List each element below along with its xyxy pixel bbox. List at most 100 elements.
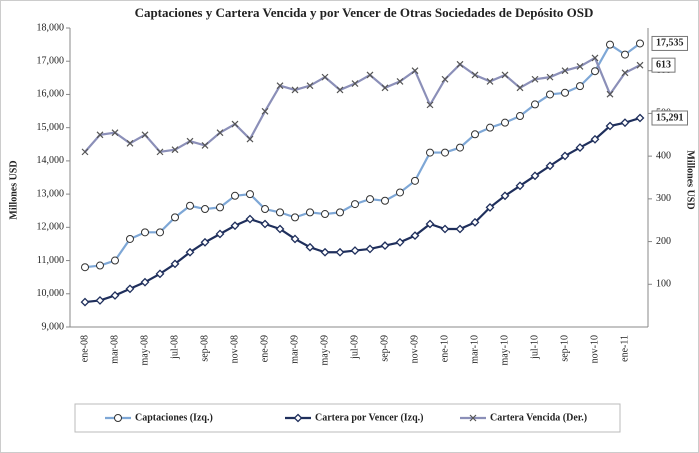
point <box>126 234 134 243</box>
point <box>530 171 540 181</box>
point <box>140 277 150 287</box>
point <box>156 148 164 156</box>
point <box>515 181 525 191</box>
data-label: 613 <box>656 59 671 70</box>
point <box>96 261 104 270</box>
point <box>365 244 375 254</box>
legend-label: Cartera Vencida (Der.) <box>490 412 587 423</box>
y-tick-label: 14,000 <box>37 155 65 166</box>
y2-axis-label: Millones USD <box>685 150 696 209</box>
point <box>81 148 89 156</box>
data-label-box <box>651 110 688 126</box>
point <box>410 231 420 241</box>
point <box>216 129 224 137</box>
point <box>306 208 314 217</box>
point <box>351 200 359 209</box>
point <box>186 201 194 210</box>
point <box>575 143 585 153</box>
y2-tick-label: 200 <box>656 236 671 247</box>
point <box>110 291 120 300</box>
point <box>456 60 464 68</box>
y-tick-label: 12,000 <box>37 222 65 233</box>
point <box>606 90 614 98</box>
point <box>441 75 449 83</box>
point <box>366 195 374 204</box>
point <box>246 190 254 199</box>
point <box>470 217 480 227</box>
x-tick-label: jul-09 <box>349 335 360 360</box>
x-tick-label: ene-09 <box>259 335 270 362</box>
point <box>501 118 509 127</box>
y-tick-label: 15,000 <box>37 122 65 133</box>
point <box>531 75 539 83</box>
series <box>81 54 644 156</box>
x-tick-label: mar-10 <box>469 335 480 364</box>
point <box>456 143 464 152</box>
point <box>636 39 644 48</box>
point <box>186 137 194 145</box>
point <box>546 90 554 99</box>
point <box>455 224 465 234</box>
y-axis-label: Millones USD <box>8 160 19 219</box>
legend-label: Cartera por Vencer (Izq.) <box>315 412 424 423</box>
point <box>276 208 284 217</box>
point <box>381 196 389 205</box>
x-tick-label: sep-10 <box>559 335 570 362</box>
point <box>185 247 195 257</box>
point <box>171 146 179 154</box>
x-tick-label: ene-10 <box>439 335 450 362</box>
point <box>141 131 149 139</box>
point <box>231 120 239 128</box>
y-tick-label: 16,000 <box>37 89 65 100</box>
point <box>501 71 509 79</box>
point <box>531 100 539 109</box>
y-tick-label: 11,000 <box>37 255 64 266</box>
x-tick-label: nov-10 <box>589 335 600 363</box>
point <box>260 219 270 229</box>
point <box>471 71 479 79</box>
data-label: 15,291 <box>656 112 684 123</box>
y2-tick-label: 400 <box>656 150 671 161</box>
y-tick-label: 10,000 <box>37 288 65 299</box>
point <box>411 176 419 185</box>
x-tick-label: jul-10 <box>529 335 540 360</box>
point <box>291 213 299 222</box>
x-tick-label: may-09 <box>319 335 330 366</box>
series <box>81 39 644 272</box>
point <box>545 161 555 171</box>
point <box>621 69 629 77</box>
point <box>336 86 344 94</box>
point <box>155 269 165 279</box>
point <box>351 80 359 87</box>
x-tick-label: mar-09 <box>289 335 300 364</box>
point <box>95 296 105 305</box>
point <box>215 229 225 239</box>
x-tick-label: sep-09 <box>379 335 390 362</box>
point <box>381 84 389 92</box>
point <box>290 234 300 244</box>
point <box>111 129 119 137</box>
point <box>335 247 345 257</box>
point <box>81 263 89 272</box>
point <box>321 73 329 81</box>
x-tick-label: may-08 <box>139 335 150 366</box>
point <box>576 63 584 70</box>
legend-label: Captaciones (Izq.) <box>135 412 213 423</box>
point <box>201 142 209 149</box>
point <box>590 134 600 144</box>
point <box>306 82 314 90</box>
point <box>561 88 569 97</box>
point <box>591 67 599 76</box>
y-tick-label: 13,000 <box>37 188 65 199</box>
point <box>560 151 570 161</box>
y-tick-label: 9,000 <box>42 321 65 332</box>
point <box>320 247 330 257</box>
point <box>231 191 239 200</box>
point <box>216 203 224 212</box>
point <box>516 112 524 121</box>
point <box>396 188 404 197</box>
point <box>441 148 449 157</box>
point <box>561 67 569 75</box>
point <box>276 82 284 90</box>
